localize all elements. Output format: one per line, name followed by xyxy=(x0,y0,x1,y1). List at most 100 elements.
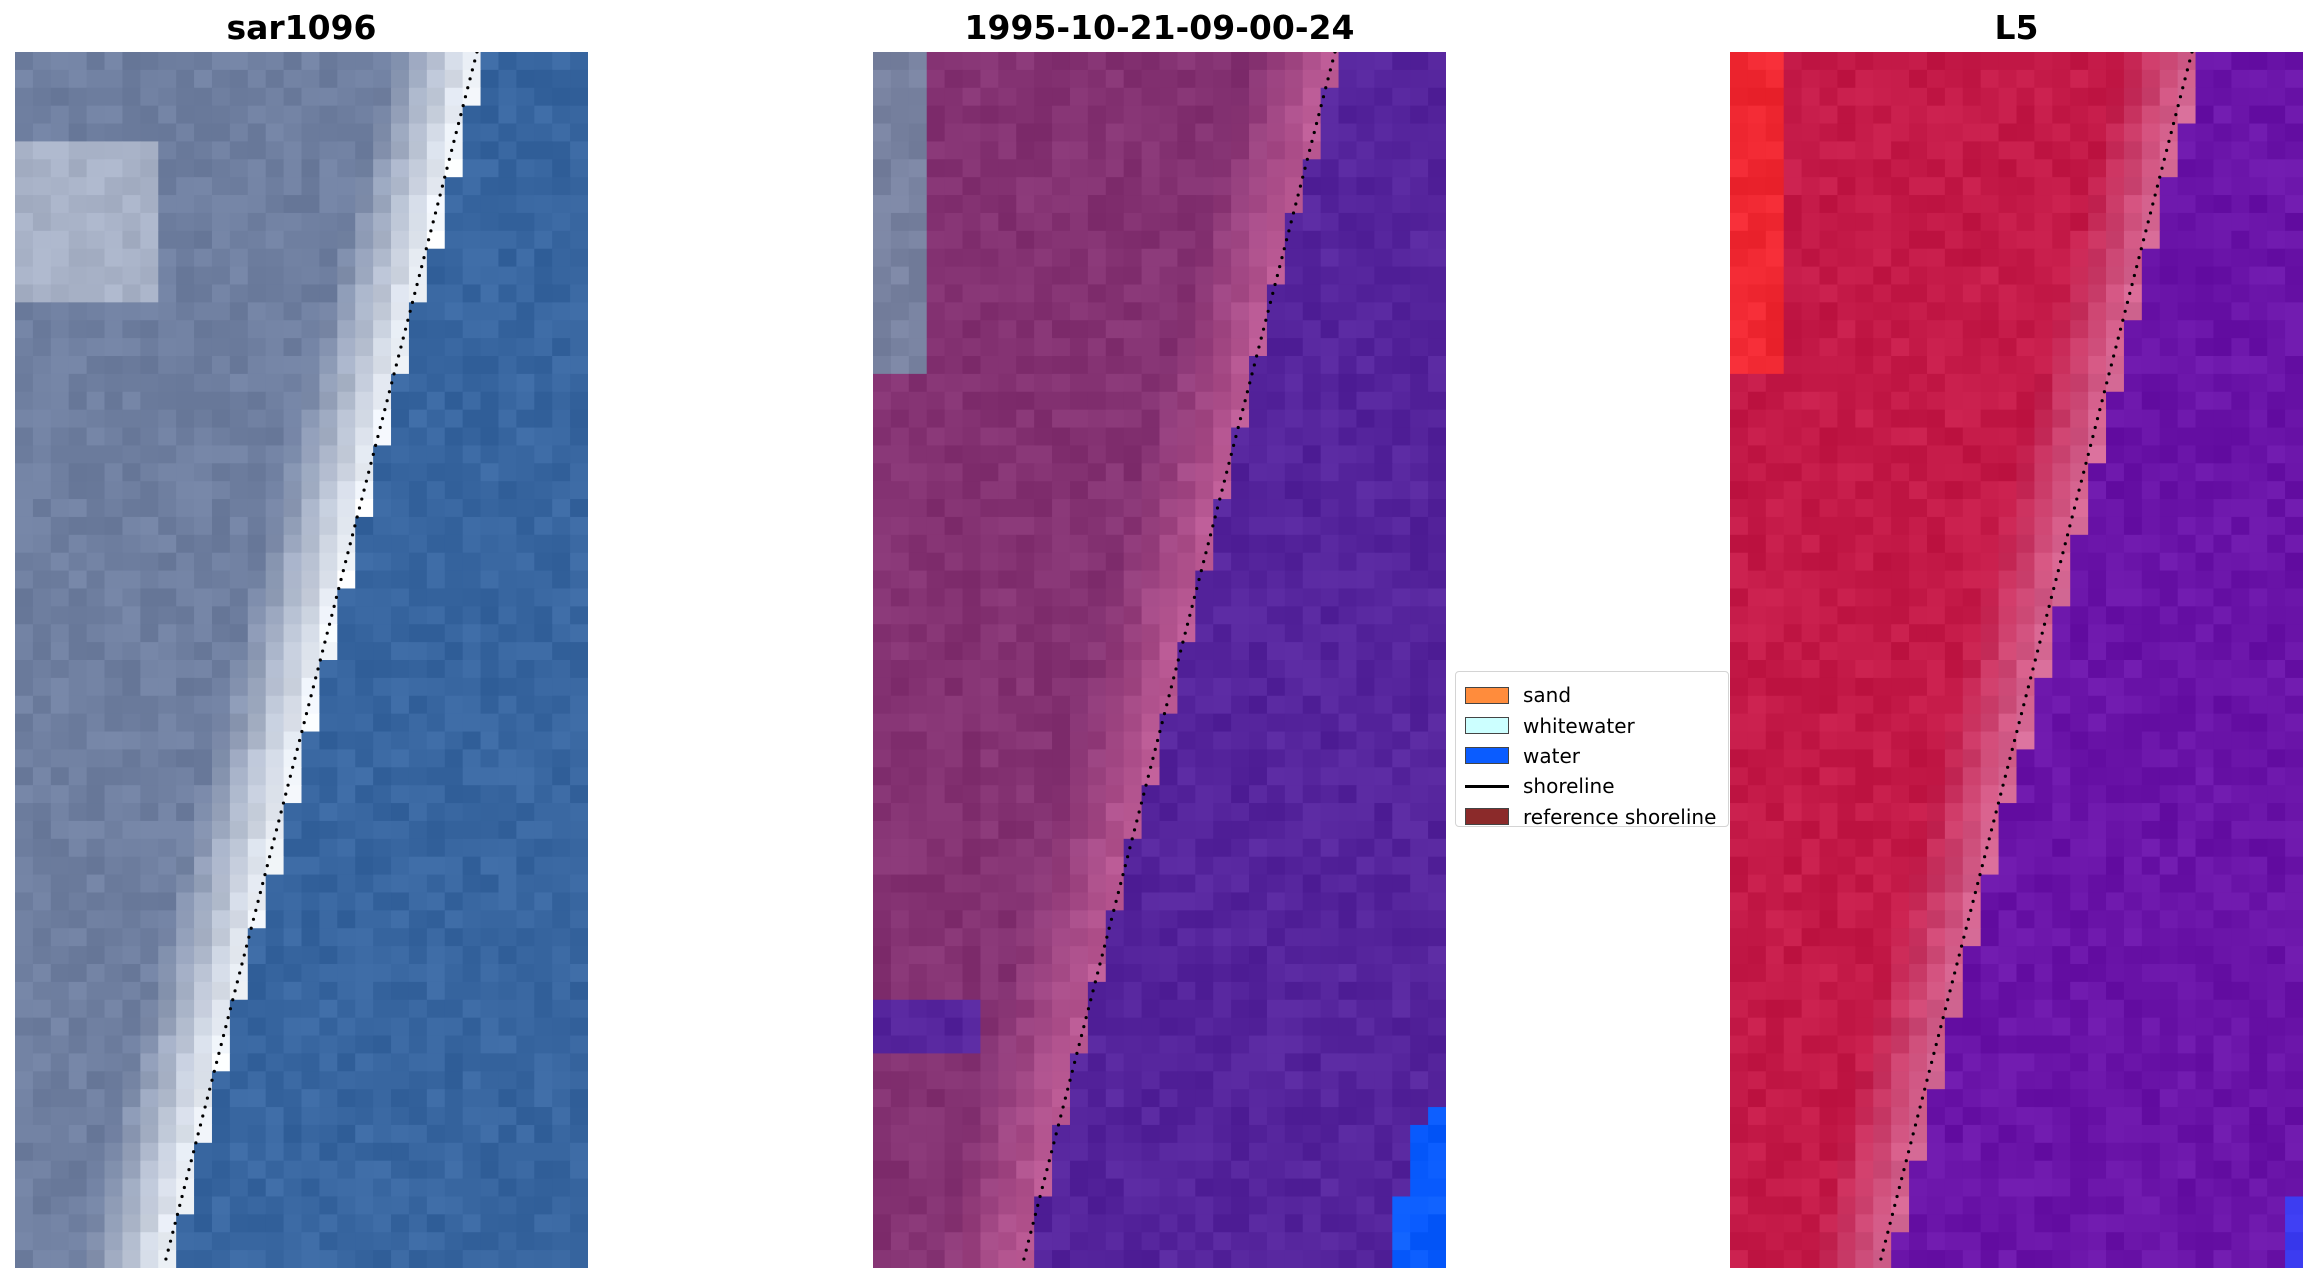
pixel-cell xyxy=(1302,409,1322,429)
pixel-cell xyxy=(319,320,338,339)
pixel-cell xyxy=(426,195,446,214)
pixel-cell xyxy=(1159,713,1179,733)
pixel-cell xyxy=(50,1214,70,1233)
pixel-cell xyxy=(1177,1196,1196,1215)
pixel-cell xyxy=(1428,230,1446,250)
pixel-cell xyxy=(283,534,303,554)
pixel-cell xyxy=(1392,1196,1411,1215)
pixel-cell xyxy=(2123,177,2143,196)
pixel-cell xyxy=(2213,141,2232,160)
shoreline-dot xyxy=(244,944,249,948)
pixel-cell xyxy=(426,552,446,572)
shoreline-dot xyxy=(1206,542,1210,546)
pixel-cell xyxy=(391,1053,410,1072)
pixel-cell xyxy=(2285,69,2303,89)
pixel-cell xyxy=(32,481,52,500)
pixel-cell xyxy=(1087,248,1107,268)
shoreline-dot xyxy=(1146,774,1150,778)
pixel-cell xyxy=(1087,266,1107,286)
pixel-cell xyxy=(1195,445,1214,464)
pixel-cell xyxy=(1052,1017,1071,1037)
pixel-cell xyxy=(570,785,588,804)
pixel-cell xyxy=(265,820,285,840)
pixel-cell xyxy=(1105,52,1125,71)
pixel-cell xyxy=(1356,588,1375,607)
pixel-cell xyxy=(1338,230,1358,250)
pixel-cell xyxy=(176,445,195,464)
pixel-cell xyxy=(890,838,910,858)
pixel-cell xyxy=(408,1142,428,1162)
pixel-cell xyxy=(1159,677,1179,697)
pixel-cell xyxy=(516,123,535,143)
pixel-cell xyxy=(2034,177,2053,196)
pixel-cell xyxy=(1123,624,1143,643)
pixel-cell xyxy=(1105,123,1125,143)
shoreline-dot xyxy=(1183,631,1187,635)
pixel-cell xyxy=(86,481,106,500)
pixel-cell xyxy=(68,338,88,357)
pixel-cell xyxy=(158,624,177,643)
pixel-cell xyxy=(1087,570,1107,590)
pixel-cell xyxy=(194,713,213,733)
pixel-cell xyxy=(1356,1142,1375,1162)
pixel-cell xyxy=(890,1017,910,1037)
pixel-cell xyxy=(1195,946,1214,965)
pixel-cell xyxy=(1105,230,1125,250)
pixel-cell xyxy=(1016,499,1035,518)
pixel-cell xyxy=(104,69,124,89)
pixel-cell xyxy=(68,427,88,447)
shoreline-dot xyxy=(1213,515,1217,519)
pixel-cell xyxy=(1998,212,2018,232)
pixel-cell xyxy=(444,159,464,178)
pixel-cell xyxy=(570,69,588,89)
pixel-cell xyxy=(516,570,535,590)
pixel-cell xyxy=(462,516,482,536)
shoreline-dot xyxy=(1234,434,1238,439)
pixel-cell xyxy=(962,177,982,196)
pixel-cell xyxy=(908,1017,928,1037)
pixel-cell xyxy=(926,445,946,464)
pixel-cell xyxy=(301,391,321,411)
pixel-cell xyxy=(104,1232,124,1251)
pixel-cell xyxy=(1034,52,1053,71)
shoreline-dot xyxy=(380,416,385,421)
pixel-cell xyxy=(265,320,285,339)
pixel-cell xyxy=(1231,1053,1250,1072)
shoreline-dot xyxy=(321,649,325,653)
pixel-cell xyxy=(1177,570,1196,590)
pixel-cell xyxy=(1356,141,1375,160)
shoreline-dot xyxy=(263,872,267,877)
pixel-cell xyxy=(319,1089,338,1108)
pixel-cell xyxy=(1087,302,1107,321)
pixel-cell xyxy=(962,606,982,625)
pixel-cell xyxy=(944,677,964,697)
pixel-cell xyxy=(355,230,374,250)
pixel-cell xyxy=(1356,1178,1375,1198)
pixel-cell xyxy=(1428,552,1446,572)
pixel-cell xyxy=(890,964,910,983)
pixel-cell xyxy=(1231,248,1250,268)
pixel-cell xyxy=(1016,1160,1035,1180)
pixel-cell xyxy=(1428,1250,1446,1268)
pixel-cell xyxy=(194,87,213,107)
pixel-cell xyxy=(86,212,106,232)
pixel-cell xyxy=(1231,177,1250,196)
pixel-cell xyxy=(355,910,374,929)
pixel-cell xyxy=(194,928,213,947)
pixel-cell xyxy=(1034,1053,1053,1072)
pixel-cell xyxy=(140,105,159,125)
pixel-cell xyxy=(1052,856,1071,876)
pixel-cell xyxy=(355,677,374,697)
pixel-cell xyxy=(1392,445,1411,464)
pixel-cell xyxy=(1231,195,1250,214)
pixel-cell xyxy=(1105,499,1125,518)
pixel-cell xyxy=(1141,87,1161,107)
pixel-cell xyxy=(1016,69,1035,89)
pixel-cell xyxy=(2106,52,2125,71)
pixel-cell xyxy=(462,570,482,590)
pixel-cell xyxy=(86,87,106,107)
pixel-cell xyxy=(1231,1124,1250,1144)
pixel-cell xyxy=(2034,159,2053,178)
pixel-cell xyxy=(1177,499,1196,518)
pixel-cell xyxy=(480,677,500,697)
